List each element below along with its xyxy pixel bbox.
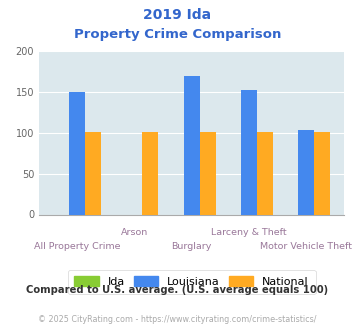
Bar xyxy=(241,89,257,214)
Bar xyxy=(200,132,216,214)
Text: Arson: Arson xyxy=(121,228,148,237)
Text: All Property Crime: All Property Crime xyxy=(34,242,120,251)
Text: Burglary: Burglary xyxy=(171,242,212,251)
Bar xyxy=(85,132,101,214)
Text: © 2025 CityRating.com - https://www.cityrating.com/crime-statistics/: © 2025 CityRating.com - https://www.city… xyxy=(38,315,317,324)
Bar xyxy=(184,76,200,214)
Legend: Ida, Louisiana, National: Ida, Louisiana, National xyxy=(68,270,316,294)
Text: Larceny & Theft: Larceny & Theft xyxy=(211,228,287,237)
Text: Motor Vehicle Theft: Motor Vehicle Theft xyxy=(260,242,353,251)
Bar xyxy=(298,130,315,214)
Bar xyxy=(257,132,273,214)
Text: Compared to U.S. average. (U.S. average equals 100): Compared to U.S. average. (U.S. average … xyxy=(26,285,329,295)
Bar xyxy=(142,132,158,214)
Bar xyxy=(315,132,331,214)
Text: Property Crime Comparison: Property Crime Comparison xyxy=(74,28,281,41)
Text: 2019 Ida: 2019 Ida xyxy=(143,8,212,22)
Bar xyxy=(69,92,85,214)
